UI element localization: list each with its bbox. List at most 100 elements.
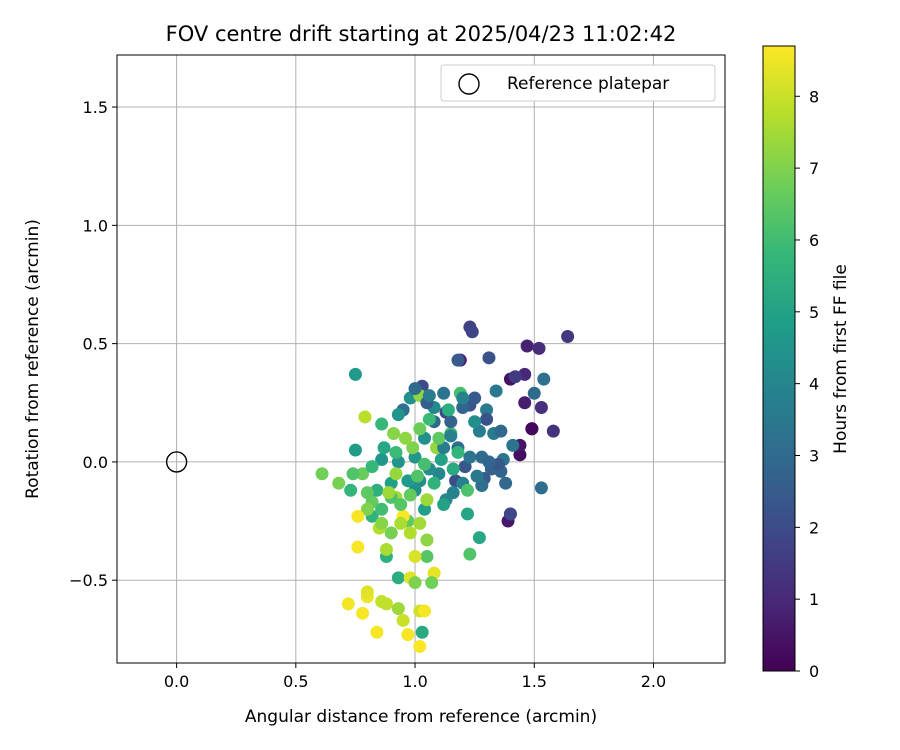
data-point xyxy=(437,386,451,400)
data-point xyxy=(470,469,484,483)
data-point xyxy=(365,460,379,474)
data-point xyxy=(444,429,458,443)
reference-platepar-point xyxy=(165,451,188,473)
data-point xyxy=(472,531,486,545)
data-point xyxy=(348,367,362,381)
y-tick-label: 0.5 xyxy=(83,335,108,354)
legend-entry-reference-platepar: Reference platepar xyxy=(507,74,669,94)
data-point xyxy=(444,415,458,429)
data-point xyxy=(377,441,391,455)
data-point xyxy=(451,445,465,459)
data-point xyxy=(503,507,517,521)
data-point xyxy=(508,370,522,384)
data-point xyxy=(546,424,560,438)
data-point xyxy=(422,389,436,403)
data-point xyxy=(375,417,389,431)
data-point xyxy=(375,453,389,467)
data-point xyxy=(482,455,496,469)
data-point xyxy=(358,410,372,424)
data-point xyxy=(389,467,403,481)
data-point xyxy=(434,453,448,467)
data-point xyxy=(427,476,441,490)
data-point xyxy=(341,597,355,611)
data-point xyxy=(360,502,374,516)
x-axis-ticks: 0.0 0.5 1.0 1.5 2.0 xyxy=(164,663,666,691)
data-point xyxy=(482,351,496,365)
data-point xyxy=(406,441,420,455)
data-point xyxy=(360,486,374,500)
x-tick-label: 2.0 xyxy=(641,672,666,691)
data-point xyxy=(356,606,370,620)
data-point xyxy=(527,386,541,400)
colorbar: 0 1 2 3 4 5 6 7 8 Hours from first FF file xyxy=(762,45,851,681)
y-tick-label: −0.5 xyxy=(69,571,108,590)
colorbar-tick-label: 6 xyxy=(809,231,819,250)
data-point xyxy=(403,526,417,540)
data-point xyxy=(441,403,455,417)
y-axis-ticks: −0.5 0.0 0.5 1.0 1.5 xyxy=(69,98,117,590)
data-point xyxy=(420,493,434,507)
data-point xyxy=(413,639,427,653)
x-tick-label: 0.0 xyxy=(164,672,189,691)
colorbar-tick-label: 5 xyxy=(809,303,819,322)
data-point xyxy=(420,533,434,547)
data-point xyxy=(413,422,427,436)
data-point xyxy=(463,547,477,561)
data-point xyxy=(394,497,408,511)
data-point xyxy=(437,497,451,511)
data-point xyxy=(401,628,415,642)
data-point xyxy=(456,400,470,414)
data-point xyxy=(460,507,474,521)
y-tick-label: 1.0 xyxy=(83,216,108,235)
colorbar-tick-label: 2 xyxy=(809,518,819,537)
data-point xyxy=(489,384,503,398)
legend-box xyxy=(440,64,716,102)
data-point xyxy=(463,450,477,464)
data-point xyxy=(425,576,439,590)
data-point xyxy=(360,585,374,599)
data-point xyxy=(480,403,494,417)
data-point xyxy=(432,431,446,445)
data-point xyxy=(344,483,358,497)
x-axis-label: Angular distance from reference (arcmin) xyxy=(245,707,597,727)
x-tick-label: 1.0 xyxy=(402,672,427,691)
data-point xyxy=(499,476,513,490)
data-point xyxy=(375,594,389,608)
data-point xyxy=(387,427,401,441)
data-point xyxy=(389,445,403,459)
data-point xyxy=(513,448,527,462)
data-point xyxy=(403,488,417,502)
x-tick-label: 0.5 xyxy=(283,672,308,691)
data-point xyxy=(348,443,362,457)
data-point xyxy=(460,483,474,497)
y-tick-label: 0.0 xyxy=(83,453,108,472)
data-point xyxy=(375,502,389,516)
colorbar-gradient xyxy=(762,45,796,672)
data-point xyxy=(315,467,329,481)
data-point xyxy=(465,325,479,339)
plot-frame xyxy=(116,54,726,664)
data-point xyxy=(451,353,465,367)
data-point xyxy=(391,571,405,585)
data-point xyxy=(410,469,424,483)
chart-title: FOV centre drift starting at 2025/04/23 … xyxy=(166,22,677,46)
colorbar-tick-label: 3 xyxy=(809,446,819,465)
data-point xyxy=(422,412,436,426)
gridlines xyxy=(117,55,725,663)
colorbar-tick-label: 4 xyxy=(809,375,819,394)
colorbar-tick-label: 1 xyxy=(809,590,819,609)
x-tick-label: 1.5 xyxy=(522,672,547,691)
reference-marker xyxy=(165,451,188,473)
data-point xyxy=(351,509,365,523)
colorbar-label: Hours from first FF file xyxy=(831,264,851,454)
data-point xyxy=(480,412,494,426)
data-point xyxy=(456,391,470,405)
data-point xyxy=(415,625,429,639)
data-point xyxy=(537,372,551,386)
data-point xyxy=(351,540,365,554)
data-point xyxy=(391,602,405,616)
data-point xyxy=(534,400,548,414)
data-point xyxy=(561,330,575,344)
data-point xyxy=(468,391,482,405)
data-point xyxy=(418,457,432,471)
